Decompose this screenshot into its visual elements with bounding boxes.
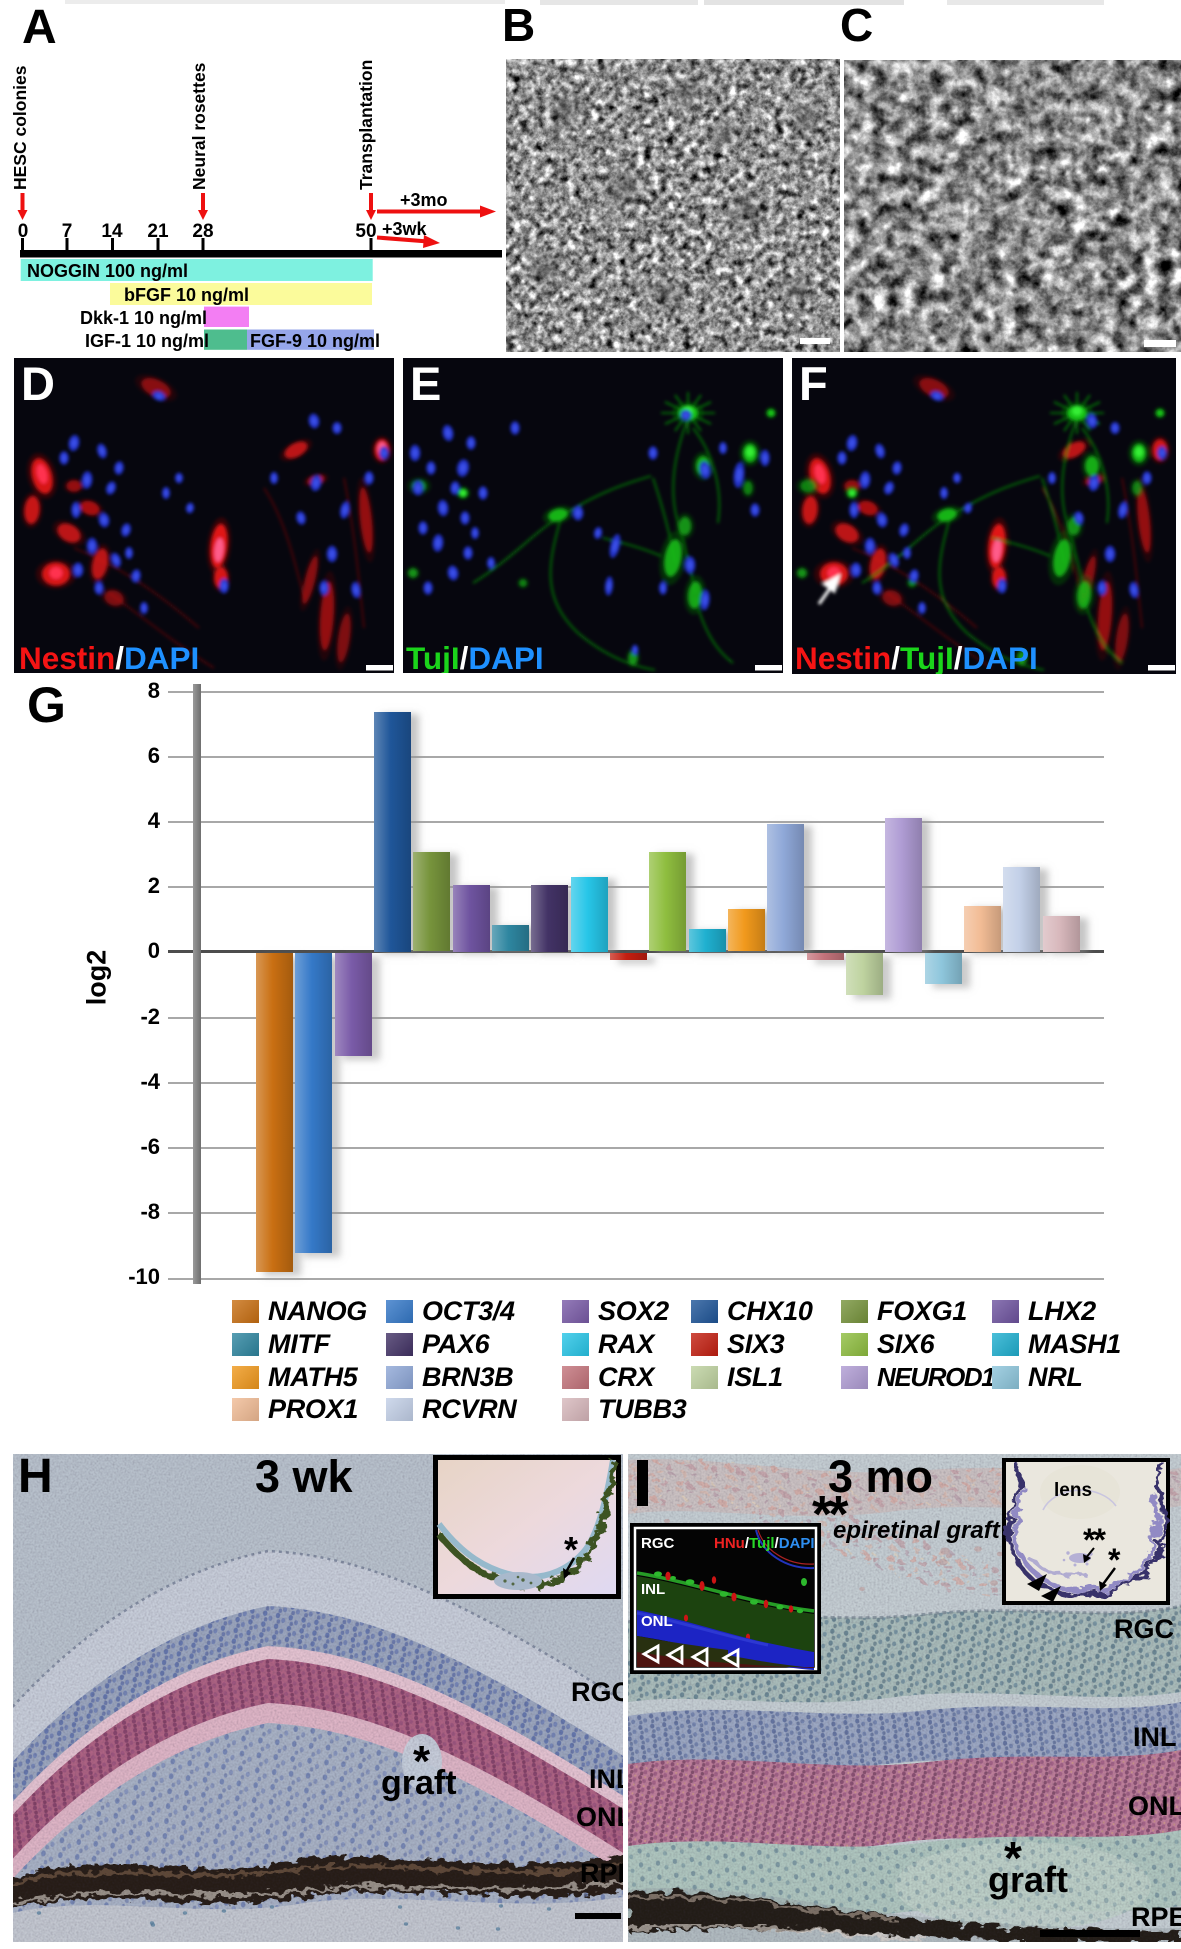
- svg-text:F: F: [799, 358, 828, 410]
- svg-text:Neural rosettes: Neural rosettes: [189, 62, 209, 190]
- svg-text:HESC colonies: HESC colonies: [10, 65, 30, 190]
- svg-text:3 wk: 3 wk: [255, 1454, 354, 1502]
- svg-text:NOGGIN 100 ng/ml: NOGGIN 100 ng/ml: [27, 261, 188, 281]
- svg-text:graft: graft: [988, 1859, 1068, 1900]
- svg-text:Nestin/TujI/DAPI: Nestin/TujI/DAPI: [795, 640, 1038, 674]
- svg-text:RGC: RGC: [1114, 1614, 1174, 1644]
- svg-text:Nestin/DAPI: Nestin/DAPI: [19, 640, 199, 673]
- svg-text:7: 7: [62, 221, 73, 242]
- svg-text:D: D: [21, 358, 55, 410]
- svg-text:INL: INL: [641, 1581, 665, 1598]
- svg-text:RPE: RPE: [580, 1858, 623, 1888]
- svg-text:28: 28: [192, 221, 213, 242]
- svg-text:**: **: [1083, 1522, 1106, 1558]
- svg-text:*: *: [564, 1529, 578, 1570]
- svg-text:FGF-9 10 ng/ml: FGF-9 10 ng/ml: [250, 331, 380, 351]
- svg-text:A: A: [22, 1, 57, 54]
- svg-text:E: E: [410, 358, 441, 410]
- svg-text:IGF-1 10 ng/ml: IGF-1 10 ng/ml: [85, 331, 209, 351]
- svg-text:50: 50: [355, 221, 376, 242]
- svg-text:*: *: [1108, 1542, 1121, 1578]
- svg-text:0: 0: [18, 221, 29, 242]
- svg-text:+3mo: +3mo: [400, 190, 448, 210]
- svg-text:RGC: RGC: [641, 1535, 675, 1552]
- svg-text:14: 14: [101, 221, 123, 242]
- svg-text:RGC: RGC: [571, 1677, 623, 1707]
- svg-text:H: H: [18, 1454, 53, 1503]
- svg-text:INL: INL: [1133, 1722, 1177, 1752]
- svg-text:RPE: RPE: [1131, 1902, 1181, 1932]
- svg-text:ONL: ONL: [641, 1613, 673, 1630]
- svg-text:bFGF 10 ng/ml: bFGF 10 ng/ml: [124, 285, 249, 305]
- svg-text:*: *: [1004, 1832, 1022, 1884]
- svg-text:21: 21: [147, 221, 169, 242]
- svg-text:HNu/Tujl/DAPI: HNu/Tujl/DAPI: [714, 1535, 815, 1552]
- svg-text:TujI/DAPI: TujI/DAPI: [406, 640, 544, 673]
- svg-text:*: *: [413, 1737, 431, 1786]
- svg-text:Dkk-1 10 ng/ml: Dkk-1 10 ng/ml: [80, 308, 207, 328]
- svg-text:lens: lens: [1054, 1480, 1092, 1501]
- svg-text:ONL: ONL: [1128, 1791, 1181, 1821]
- svg-text:Transplantation: Transplantation: [356, 60, 376, 190]
- svg-text:graft: graft: [381, 1764, 457, 1802]
- svg-text:epiretinal graft: epiretinal graft: [833, 1517, 1001, 1544]
- svg-text:ONL: ONL: [576, 1802, 623, 1832]
- svg-text:+3wk: +3wk: [382, 219, 428, 239]
- svg-text:3 mo: 3 mo: [828, 1454, 933, 1502]
- svg-text:INL: INL: [589, 1764, 623, 1794]
